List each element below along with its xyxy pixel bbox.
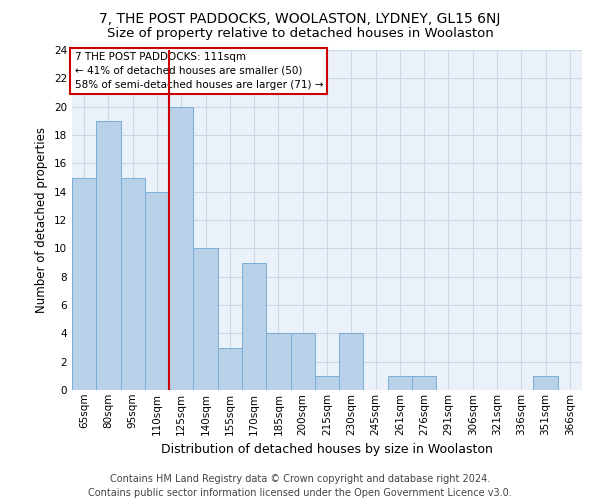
Bar [315, 376, 339, 390]
Bar [533, 376, 558, 390]
Bar [266, 334, 290, 390]
Bar [388, 376, 412, 390]
Bar [169, 106, 193, 390]
Text: Size of property relative to detached houses in Woolaston: Size of property relative to detached ho… [107, 28, 493, 40]
X-axis label: Distribution of detached houses by size in Woolaston: Distribution of detached houses by size … [161, 443, 493, 456]
Bar [242, 262, 266, 390]
Bar [121, 178, 145, 390]
Text: 7 THE POST PADDOCKS: 111sqm
← 41% of detached houses are smaller (50)
58% of sem: 7 THE POST PADDOCKS: 111sqm ← 41% of det… [74, 52, 323, 90]
Bar [339, 334, 364, 390]
Bar [145, 192, 169, 390]
Bar [218, 348, 242, 390]
Y-axis label: Number of detached properties: Number of detached properties [35, 127, 49, 313]
Bar [290, 334, 315, 390]
Text: Contains HM Land Registry data © Crown copyright and database right 2024.
Contai: Contains HM Land Registry data © Crown c… [88, 474, 512, 498]
Bar [193, 248, 218, 390]
Bar [72, 178, 96, 390]
Text: 7, THE POST PADDOCKS, WOOLASTON, LYDNEY, GL15 6NJ: 7, THE POST PADDOCKS, WOOLASTON, LYDNEY,… [100, 12, 500, 26]
Bar [412, 376, 436, 390]
Bar [96, 121, 121, 390]
